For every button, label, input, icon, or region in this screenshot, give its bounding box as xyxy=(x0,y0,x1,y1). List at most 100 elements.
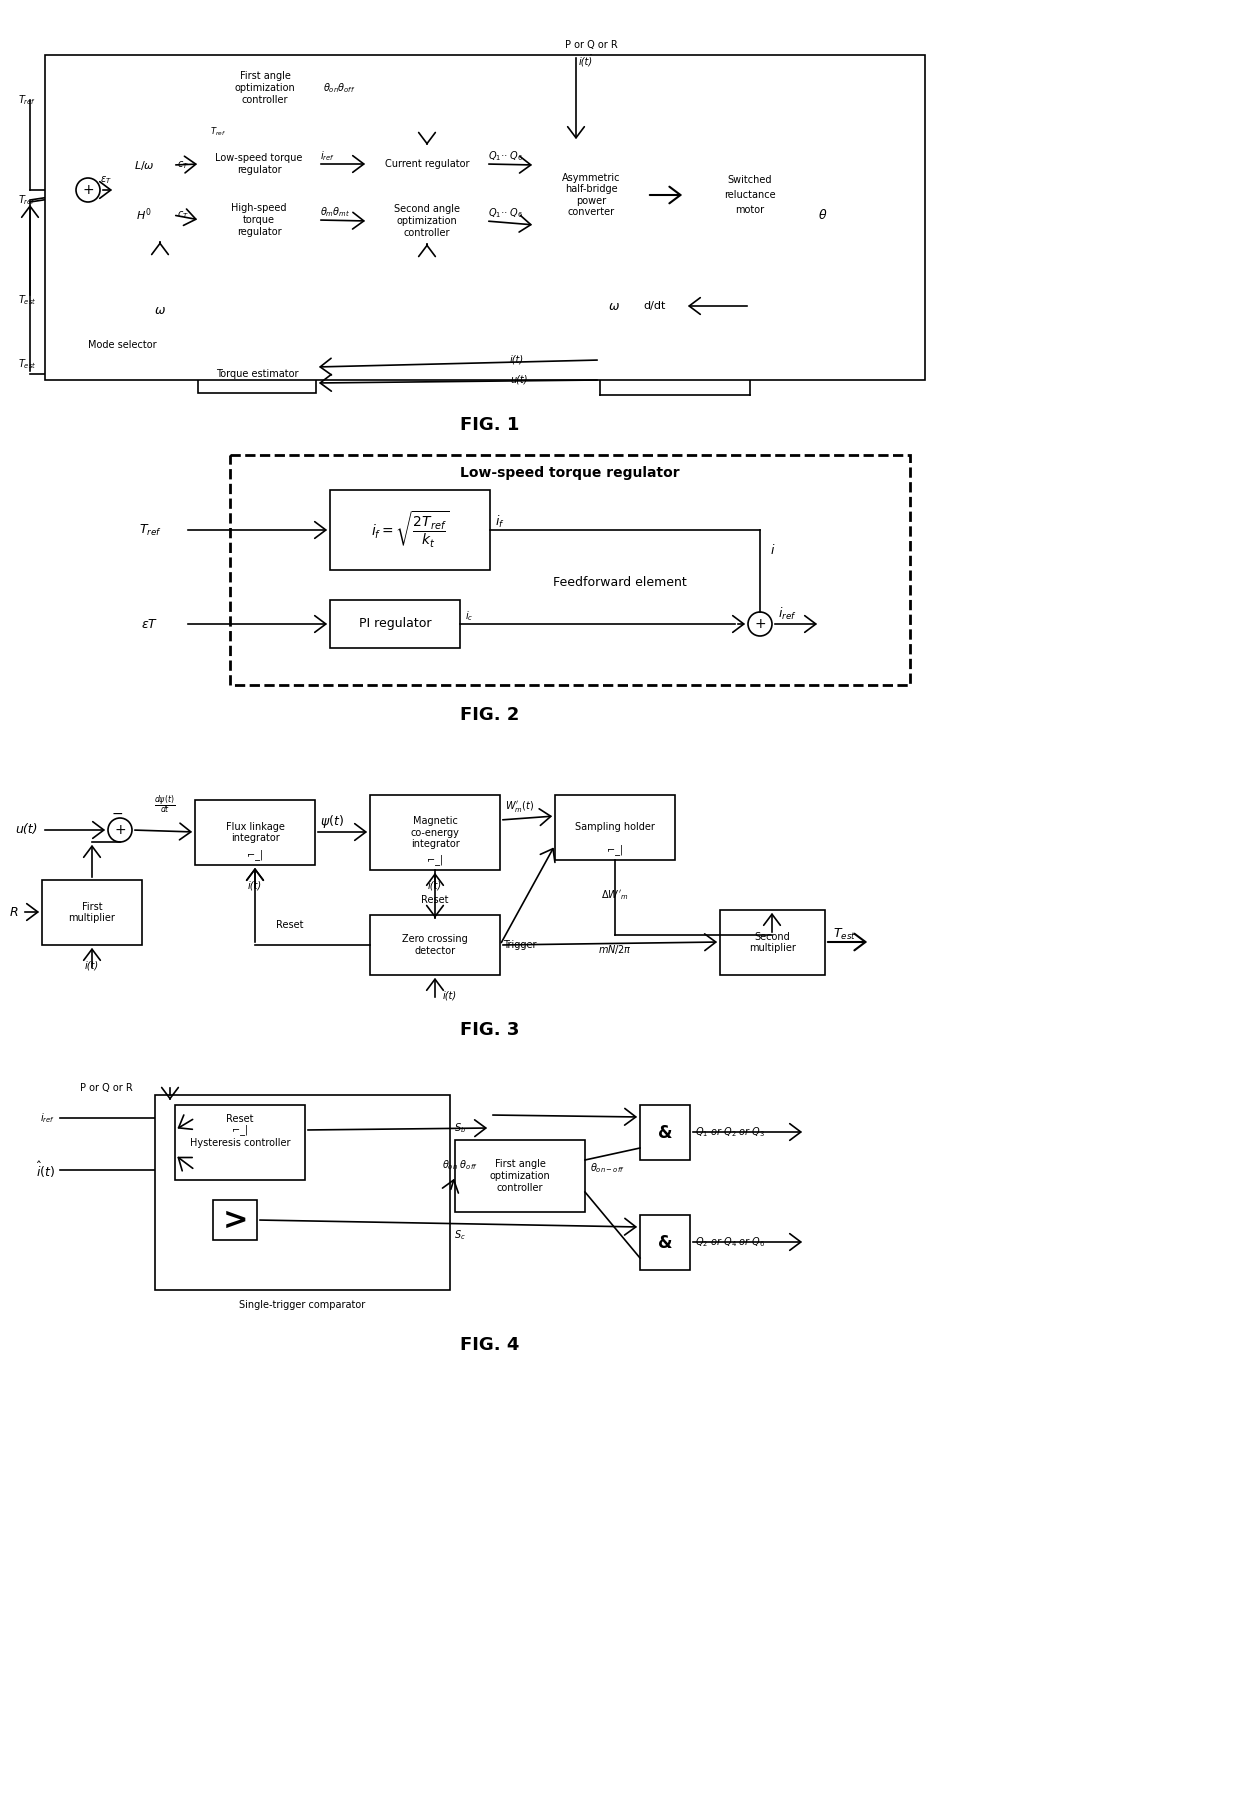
Bar xyxy=(720,910,825,974)
Text: $i_f = \sqrt{\dfrac{2T_{ref}}{k_t}}$: $i_f = \sqrt{\dfrac{2T_{ref}}{k_t}}$ xyxy=(371,509,449,551)
Text: FIG. 1: FIG. 1 xyxy=(460,416,520,434)
Text: $\hat{i}(t)$: $\hat{i}(t)$ xyxy=(36,1161,55,1180)
Text: u(t): u(t) xyxy=(510,375,527,386)
Text: $\omega$: $\omega$ xyxy=(608,300,620,312)
Text: Low-speed torque
regulator: Low-speed torque regulator xyxy=(216,152,303,174)
Text: $\theta_{on}\theta_{off}$: $\theta_{on}\theta_{off}$ xyxy=(322,81,356,95)
Bar xyxy=(640,1215,689,1270)
Text: $T_{ref}$: $T_{ref}$ xyxy=(19,194,36,206)
Text: Asymmetric
half-bridge
power
converter: Asymmetric half-bridge power converter xyxy=(562,172,620,217)
Text: Switched: Switched xyxy=(728,176,773,185)
Bar xyxy=(330,490,490,570)
Bar xyxy=(370,795,500,870)
Text: $Q_1$·· $Q_6$: $Q_1$·· $Q_6$ xyxy=(489,206,523,221)
Text: FIG. 3: FIG. 3 xyxy=(460,1021,520,1039)
Text: Trigger: Trigger xyxy=(503,940,537,951)
Text: i(t): i(t) xyxy=(428,881,443,890)
Text: $i_{ref}$: $i_{ref}$ xyxy=(777,606,796,623)
Text: +: + xyxy=(82,183,94,197)
Bar xyxy=(368,140,486,188)
Text: −: − xyxy=(112,807,123,822)
Text: $\psi(t)$: $\psi(t)$ xyxy=(320,813,343,831)
Text: $T_{est}$: $T_{est}$ xyxy=(19,292,36,307)
Text: $\frac{d\psi(t)}{dt}$: $\frac{d\psi(t)}{dt}$ xyxy=(155,793,176,816)
Text: $Q_1$ or $Q_2$ or $Q_3$: $Q_1$ or $Q_2$ or $Q_3$ xyxy=(694,1125,765,1139)
Text: $c_T$: $c_T$ xyxy=(177,160,188,170)
Text: $S_b$: $S_b$ xyxy=(454,1121,466,1136)
Text: Mode selector: Mode selector xyxy=(88,341,156,350)
Text: R: R xyxy=(10,906,19,919)
Text: Flux linkage
integrator: Flux linkage integrator xyxy=(226,822,284,843)
Bar xyxy=(200,196,317,246)
Text: $i_f$: $i_f$ xyxy=(495,513,505,529)
Text: $S_c$: $S_c$ xyxy=(454,1229,466,1241)
Text: Reset: Reset xyxy=(422,895,449,904)
Bar xyxy=(200,140,317,188)
Text: $\varepsilon T$: $\varepsilon T$ xyxy=(141,617,159,630)
Bar xyxy=(625,289,684,325)
Text: $\theta_m\theta_{mt}$: $\theta_m\theta_{mt}$ xyxy=(320,205,351,219)
Text: $T_{est}$: $T_{est}$ xyxy=(19,357,36,371)
Text: $i_{ref}$: $i_{ref}$ xyxy=(40,1110,55,1125)
Text: PI regulator: PI regulator xyxy=(358,617,432,630)
Text: First angle
optimization
controller: First angle optimization controller xyxy=(234,72,295,104)
Text: $W_m'(t)$: $W_m'(t)$ xyxy=(505,800,534,814)
Text: Reset: Reset xyxy=(226,1114,254,1125)
Text: $T_{ref}$: $T_{ref}$ xyxy=(139,522,161,538)
Bar xyxy=(640,1105,689,1161)
Text: $H^0$: $H^0$ xyxy=(136,206,151,222)
Text: $\theta_{on-off}$: $\theta_{on-off}$ xyxy=(590,1161,625,1175)
Text: $\theta_{on}\ \theta_{off}$: $\theta_{on}\ \theta_{off}$ xyxy=(443,1159,477,1171)
Text: Torque estimator: Torque estimator xyxy=(216,370,299,379)
Text: i(t): i(t) xyxy=(443,990,458,999)
Text: P or Q or R: P or Q or R xyxy=(81,1084,133,1093)
Text: u(t): u(t) xyxy=(15,823,38,836)
Text: Zero crossing
detector: Zero crossing detector xyxy=(402,935,467,956)
Text: Feedforward element: Feedforward element xyxy=(553,576,687,588)
Text: +: + xyxy=(114,823,125,838)
Text: reluctance: reluctance xyxy=(724,190,776,199)
Text: &: & xyxy=(657,1234,672,1252)
Text: d/dt: d/dt xyxy=(644,301,666,310)
Bar xyxy=(175,1105,305,1180)
Text: $Q_1$·· $Q_6$: $Q_1$·· $Q_6$ xyxy=(489,149,523,163)
Text: i(t): i(t) xyxy=(84,960,99,971)
Text: &: & xyxy=(657,1123,672,1141)
Bar xyxy=(368,196,486,248)
Text: $i$: $i$ xyxy=(770,544,775,556)
Text: ⌐_|: ⌐_| xyxy=(247,850,263,861)
Text: >: > xyxy=(222,1206,248,1234)
Text: High-speed
torque
regulator: High-speed torque regulator xyxy=(231,203,286,237)
Bar xyxy=(556,795,675,859)
Text: First angle
optimization
controller: First angle optimization controller xyxy=(490,1159,551,1193)
Text: Hysteresis controller: Hysteresis controller xyxy=(190,1137,290,1148)
Text: $i_c$: $i_c$ xyxy=(465,610,474,623)
Text: $T_{ref}$: $T_{ref}$ xyxy=(19,93,36,108)
Bar xyxy=(45,56,925,380)
Text: $c_T$: $c_T$ xyxy=(177,210,188,221)
Text: Low-speed torque regulator: Low-speed torque regulator xyxy=(460,466,680,481)
Text: FIG. 4: FIG. 4 xyxy=(460,1337,520,1354)
Bar xyxy=(195,800,315,865)
Text: P or Q or R: P or Q or R xyxy=(564,39,618,50)
Text: i(t): i(t) xyxy=(510,355,525,364)
Text: Reset: Reset xyxy=(277,920,304,929)
Text: FIG. 2: FIG. 2 xyxy=(460,707,520,725)
Bar xyxy=(210,63,320,115)
Text: $L/\omega$: $L/\omega$ xyxy=(134,158,155,172)
Text: $T_{ref}$: $T_{ref}$ xyxy=(210,126,226,138)
Bar xyxy=(330,599,460,648)
Text: Second
multiplier: Second multiplier xyxy=(749,931,796,953)
Text: $\Delta W'_m$: $\Delta W'_m$ xyxy=(601,888,629,902)
Bar xyxy=(229,456,910,685)
Bar xyxy=(455,1139,585,1213)
Text: +: + xyxy=(754,617,766,631)
Bar xyxy=(42,881,143,945)
Text: motor: motor xyxy=(735,205,765,215)
Bar xyxy=(213,1200,257,1240)
Text: Single-trigger comparator: Single-trigger comparator xyxy=(239,1301,365,1310)
Text: $T_{est}$: $T_{est}$ xyxy=(833,926,857,942)
Text: $i_{ref}$: $i_{ref}$ xyxy=(320,149,335,163)
Text: $\varepsilon_T$: $\varepsilon_T$ xyxy=(100,174,112,187)
Text: $mN/2\pi$: $mN/2\pi$ xyxy=(598,944,632,956)
